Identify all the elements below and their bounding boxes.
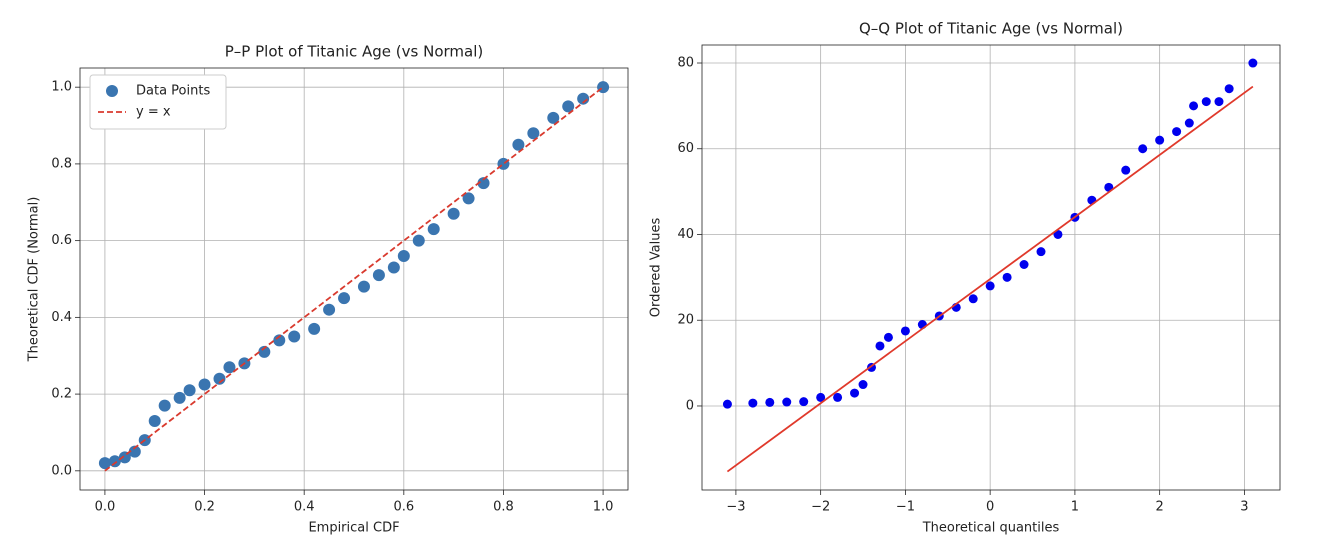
y-tick-label: 0.2 [51, 387, 72, 402]
data-point [1172, 127, 1182, 137]
data-point [850, 388, 860, 398]
x-tick-label: 0.4 [294, 500, 315, 515]
data-point [858, 380, 868, 390]
data-point [158, 399, 171, 412]
x-tick-label: 2 [1156, 500, 1164, 515]
data-point [183, 384, 196, 397]
y-tick-label: 60 [677, 141, 694, 156]
y-tick-label: 20 [677, 313, 694, 328]
axes-frame [701, 44, 1281, 491]
data-point [875, 341, 885, 351]
legend-box [89, 74, 227, 130]
data-point [108, 455, 121, 468]
x-tick-label: 0 [986, 500, 994, 515]
y-axis-label: Theoretical CDF (Normal) [27, 197, 42, 363]
x-axis-label: Empirical CDF [308, 521, 399, 536]
fit-line [726, 85, 1254, 473]
data-point [765, 397, 775, 407]
chart-title: Q–Q Plot of Titanic Age (vs Normal) [859, 20, 1123, 38]
x-tick-label: 1.0 [593, 500, 614, 515]
data-point [547, 111, 560, 124]
data-point [338, 292, 351, 305]
data-point [118, 451, 131, 464]
data-point [1036, 247, 1046, 257]
data-point [512, 138, 525, 151]
x-tick-label: 3 [1240, 500, 1248, 515]
x-tick-label: −2 [811, 500, 830, 515]
data-point [323, 303, 336, 316]
x-tick-label: 0.0 [95, 500, 116, 515]
x-axis-label: Theoretical quantiles [922, 521, 1060, 536]
y-tick-label: 0.4 [51, 310, 72, 325]
data-point [1189, 101, 1199, 111]
data-point [258, 345, 271, 358]
data-point [799, 397, 809, 407]
data-point [1138, 144, 1148, 154]
data-point [397, 249, 410, 262]
data-point [288, 330, 301, 343]
legend-label: y = x [136, 105, 171, 120]
data-point [387, 261, 400, 274]
data-point [748, 398, 758, 408]
chart-title: P–P Plot of Titanic Age (vs Normal) [225, 43, 483, 61]
data-point [722, 399, 732, 409]
data-point [577, 92, 590, 105]
data-point [782, 397, 792, 407]
y-tick-label: 80 [677, 56, 694, 71]
data-point [128, 445, 141, 458]
x-tick-label: −3 [726, 500, 745, 515]
data-point [98, 457, 111, 470]
y-tick-label: 0.6 [51, 233, 72, 248]
data-point [562, 100, 575, 113]
data-point [900, 326, 910, 336]
data-point [273, 334, 286, 347]
data-point [1121, 165, 1131, 175]
data-point [148, 414, 161, 427]
y-tick-label: 1.0 [51, 80, 72, 95]
data-point [173, 391, 186, 404]
data-point [1019, 259, 1029, 269]
data-point [1053, 229, 1063, 239]
data-point [1002, 272, 1012, 282]
data-point [223, 361, 236, 374]
y-tick-label: 40 [677, 227, 694, 242]
data-point [527, 127, 540, 140]
fit-line [104, 86, 604, 472]
data-point [985, 281, 995, 291]
data-point [1201, 97, 1211, 107]
x-tick-label: 0.6 [393, 500, 414, 515]
data-point [1214, 97, 1224, 107]
axes-frame [79, 67, 629, 491]
data-point [447, 207, 460, 220]
legend-label: Data Points [136, 84, 210, 99]
y-tick-label: 0.0 [51, 463, 72, 478]
data-point [308, 322, 321, 335]
data-point [1248, 58, 1258, 68]
data-point [968, 294, 978, 304]
data-point [1224, 84, 1234, 94]
data-point [213, 372, 226, 385]
data-point [883, 332, 893, 342]
x-tick-label: −1 [896, 500, 915, 515]
data-point [412, 234, 425, 247]
data-point [477, 177, 490, 190]
data-point [1184, 118, 1194, 128]
legend-swatch [106, 85, 118, 97]
data-point [372, 269, 385, 282]
x-tick-label: 0.2 [194, 500, 215, 515]
y-tick-label: 0 [686, 398, 694, 413]
data-point [462, 192, 475, 205]
data-point [816, 392, 826, 402]
data-point [1155, 135, 1165, 145]
data-point [833, 392, 843, 402]
data-point [198, 378, 211, 391]
y-tick-label: 0.8 [51, 156, 72, 171]
data-point [427, 223, 440, 236]
x-tick-label: 1 [1071, 500, 1079, 515]
x-tick-label: 0.8 [493, 500, 514, 515]
data-point [357, 280, 370, 293]
y-axis-label: Ordered Values [649, 218, 664, 318]
